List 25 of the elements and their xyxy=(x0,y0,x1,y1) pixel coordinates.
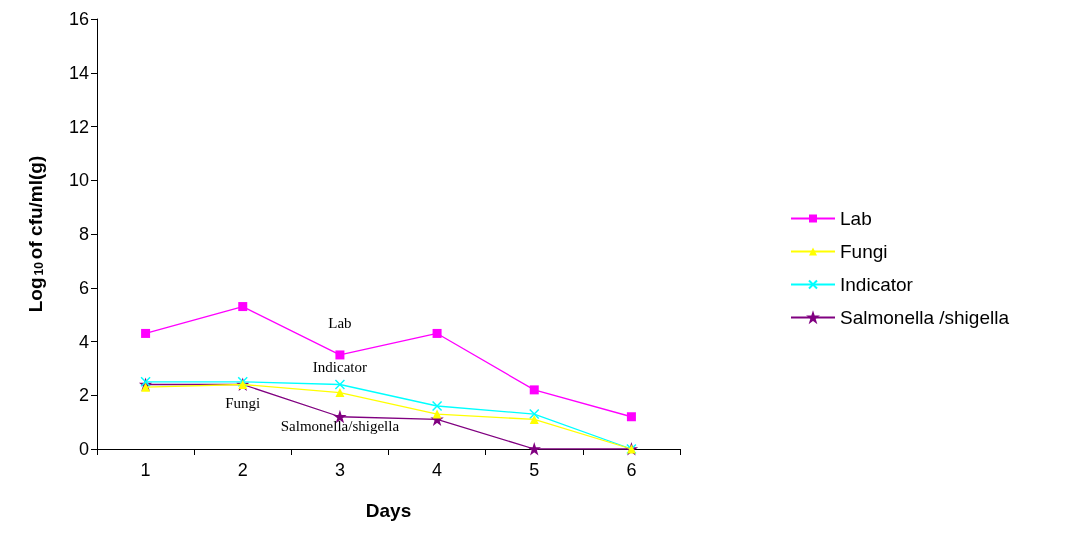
y-tick-label: 6 xyxy=(78,277,89,298)
x-tick-label: 1 xyxy=(140,460,151,480)
y-tick-label: 4 xyxy=(78,331,89,352)
legend-label: Lab xyxy=(840,208,872,229)
legend-label: Indicator xyxy=(840,274,914,295)
annotation: Indicator xyxy=(312,359,367,376)
x-tick-label: 4 xyxy=(432,460,443,480)
legend-label: Salmonella /shigella xyxy=(840,307,1010,328)
y-tick-label: 2 xyxy=(78,385,89,406)
y-tick-label: 10 xyxy=(68,170,89,191)
legend-label: Fungi xyxy=(840,241,888,262)
x-tick-label: 3 xyxy=(334,460,345,480)
y-tick-label: 16 xyxy=(68,9,89,29)
annotation: Lab xyxy=(328,314,352,331)
y-tick-label: 8 xyxy=(78,224,89,244)
annotation: Salmonella/shigella xyxy=(280,418,400,435)
x-tick-label: 5 xyxy=(529,460,540,480)
x-tick-label: 2 xyxy=(237,460,248,480)
y-tick-label: 0 xyxy=(78,439,89,459)
annotation: Fungi xyxy=(225,395,261,412)
y-axis-title: Log10of cfu/ml(g) xyxy=(24,155,46,313)
x-tick-label: 6 xyxy=(626,460,637,480)
y-tick-label: 14 xyxy=(68,62,89,83)
y-tick-label: 12 xyxy=(68,116,89,137)
x-axis-title: Days xyxy=(365,500,412,521)
